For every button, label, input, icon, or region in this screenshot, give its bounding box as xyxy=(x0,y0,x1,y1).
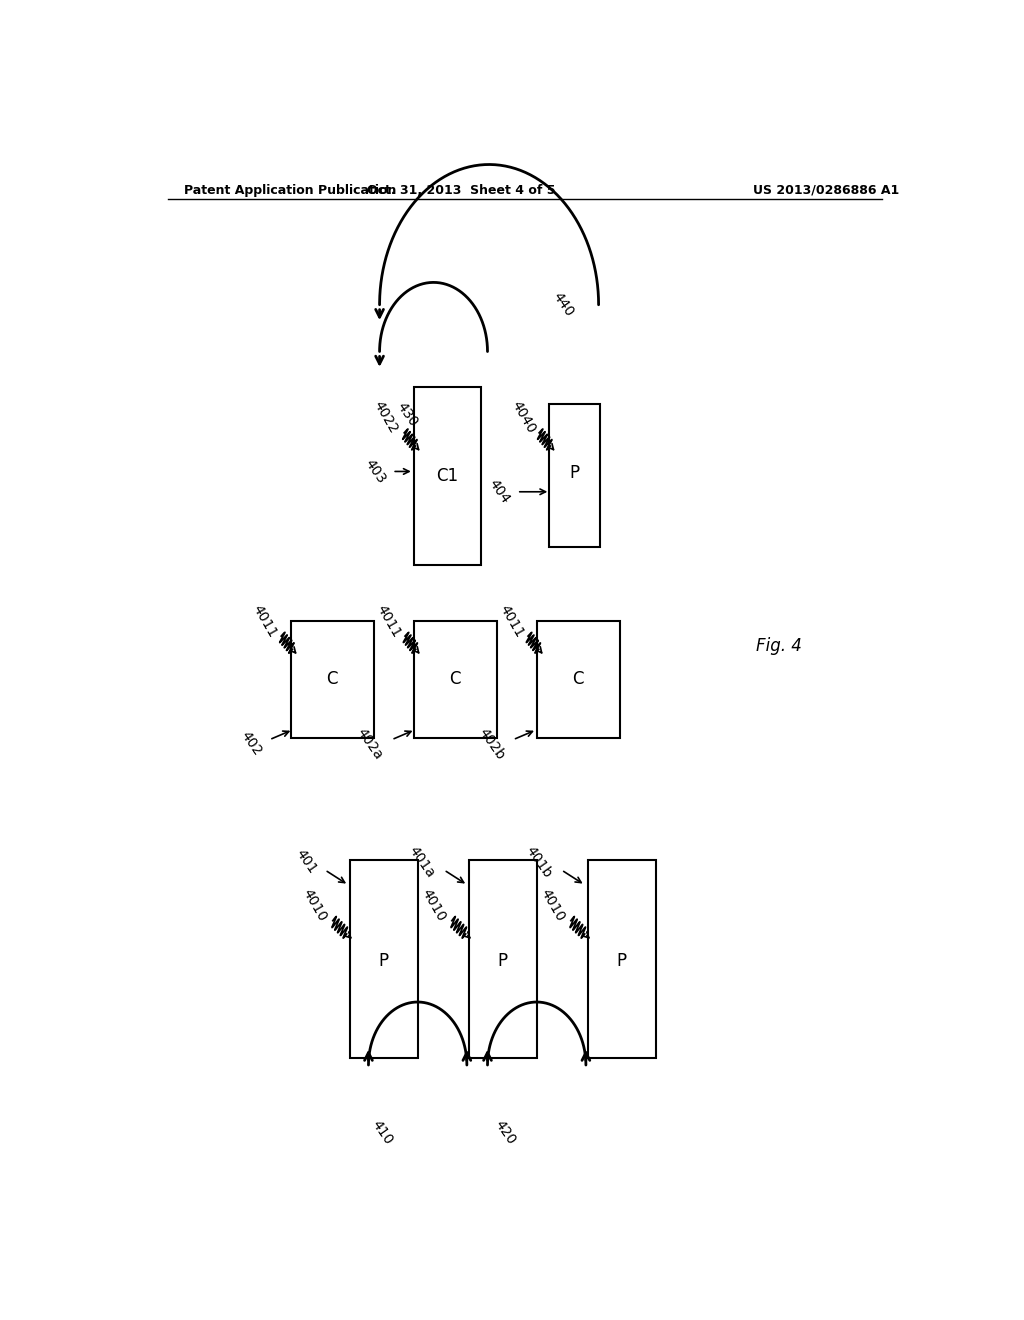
Text: 404: 404 xyxy=(486,477,513,507)
Bar xyxy=(469,859,537,1057)
Text: P: P xyxy=(616,952,627,970)
Text: 4011: 4011 xyxy=(374,602,403,640)
Text: C: C xyxy=(450,669,461,688)
Text: P: P xyxy=(498,952,508,970)
Bar xyxy=(414,387,481,565)
Text: 401b: 401b xyxy=(523,843,555,880)
Text: 401: 401 xyxy=(293,847,319,876)
Text: 440: 440 xyxy=(550,290,577,319)
Text: 401a: 401a xyxy=(406,843,437,880)
Text: US 2013/0286886 A1: US 2013/0286886 A1 xyxy=(754,183,899,197)
Bar xyxy=(414,620,497,738)
Text: Patent Application Publication: Patent Application Publication xyxy=(183,183,396,197)
Bar xyxy=(549,404,600,546)
Text: Oct. 31, 2013  Sheet 4 of 5: Oct. 31, 2013 Sheet 4 of 5 xyxy=(367,183,556,197)
Text: 4010: 4010 xyxy=(538,887,567,924)
Text: P: P xyxy=(569,465,579,483)
Text: 402b: 402b xyxy=(476,726,507,762)
Text: 402a: 402a xyxy=(354,726,386,762)
Text: Fig. 4: Fig. 4 xyxy=(756,638,802,655)
Text: C1: C1 xyxy=(436,466,458,484)
Text: C: C xyxy=(327,669,338,688)
Text: 403: 403 xyxy=(362,457,389,486)
Text: 4040: 4040 xyxy=(508,399,538,436)
Text: 4022: 4022 xyxy=(371,399,400,436)
Bar xyxy=(350,859,418,1057)
Bar xyxy=(588,859,655,1057)
Text: P: P xyxy=(379,952,388,970)
Text: 4010: 4010 xyxy=(300,887,330,924)
Text: C: C xyxy=(572,669,584,688)
Text: 4011: 4011 xyxy=(250,602,280,640)
Bar xyxy=(537,620,620,738)
Text: 4011: 4011 xyxy=(497,602,526,640)
Text: 430: 430 xyxy=(394,400,421,429)
Bar xyxy=(291,620,374,738)
Text: 4010: 4010 xyxy=(419,887,449,924)
Text: 402: 402 xyxy=(238,729,264,759)
Text: 420: 420 xyxy=(492,1117,518,1147)
Text: 410: 410 xyxy=(369,1117,395,1147)
